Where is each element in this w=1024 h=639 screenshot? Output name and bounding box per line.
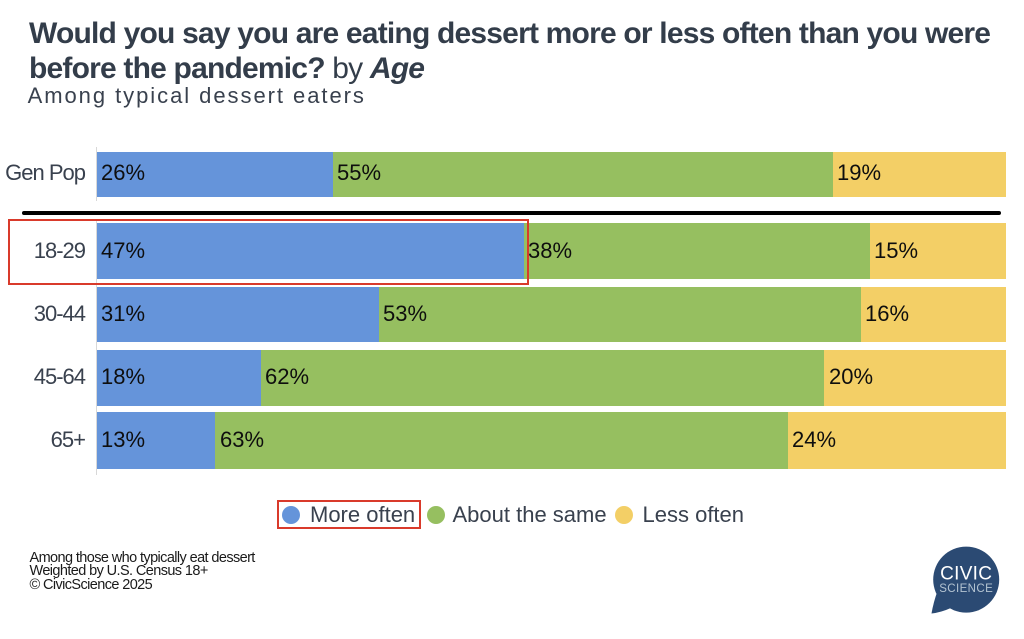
- svg-text:CIVIC: CIVIC: [940, 564, 992, 585]
- svg-text:SCIENCE: SCIENCE: [939, 583, 993, 595]
